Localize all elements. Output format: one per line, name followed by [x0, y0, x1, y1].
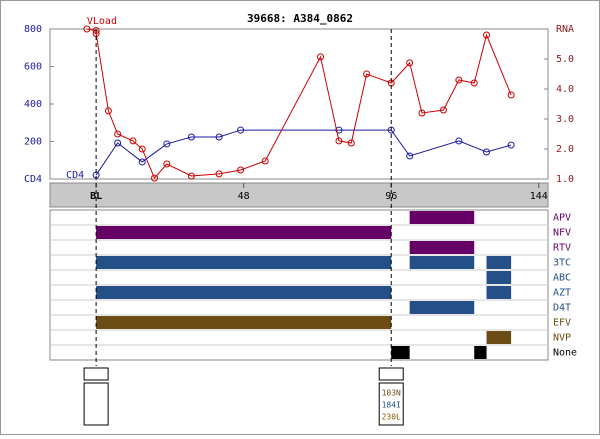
x-tick-label: 144 — [530, 191, 548, 202]
data-point — [187, 133, 195, 141]
data-point — [163, 160, 171, 168]
data-point — [261, 157, 269, 165]
series-line — [86, 28, 512, 180]
data-point — [163, 140, 171, 148]
drug-label: EFV — [553, 318, 571, 329]
drug-label: None — [553, 348, 577, 359]
chart-title: 39668: A384_0862 — [247, 12, 353, 25]
data-point — [406, 152, 414, 160]
data-point — [138, 158, 146, 166]
genotype-box — [378, 382, 404, 426]
data-point — [347, 139, 355, 147]
x-tick-label: 96 — [385, 191, 397, 202]
data-point — [129, 137, 137, 145]
data-point — [114, 139, 122, 147]
data-point — [418, 109, 426, 117]
drug-bar — [96, 286, 392, 299]
y2-tick-label: 3.0 — [556, 114, 574, 125]
plot-area — [49, 28, 549, 180]
drug-bar — [391, 346, 410, 359]
series-line — [95, 129, 512, 176]
drug-bar — [409, 241, 475, 254]
data-point — [455, 76, 463, 84]
y-axis-title: CD4 — [24, 174, 42, 185]
drug-bar — [486, 331, 512, 344]
drug-label: NVP — [553, 333, 571, 344]
data-point — [114, 130, 122, 138]
data-point — [187, 172, 195, 180]
y2-tick-label: 2.0 — [556, 144, 574, 155]
drug-label: AZT — [553, 288, 571, 299]
genotype-tab — [378, 367, 404, 381]
data-point — [507, 141, 515, 149]
drug-label: APV — [553, 213, 571, 224]
data-point — [439, 106, 447, 114]
drug-label: NFV — [553, 228, 571, 239]
data-point — [138, 145, 146, 153]
drug-bar — [409, 301, 475, 314]
x-axis-band — [49, 182, 549, 208]
data-point — [363, 70, 371, 78]
data-point — [83, 25, 91, 33]
mutation-label: 230L — [382, 413, 401, 422]
series-label: CD4 — [66, 170, 84, 181]
drug-label: 3TC — [553, 258, 571, 269]
mutation-label: 184I — [382, 401, 401, 410]
x-tick-label: 48 — [238, 191, 250, 202]
x-tick-label: BL — [90, 191, 102, 202]
drug-bar — [474, 346, 487, 359]
data-point — [151, 174, 159, 182]
data-point — [92, 27, 100, 34]
y-tick-label: 400 — [24, 99, 42, 110]
data-point — [507, 91, 515, 99]
data-point — [317, 53, 325, 61]
drug-bar — [486, 256, 512, 269]
drug-bar — [96, 316, 392, 329]
drug-bar — [409, 256, 475, 269]
y2-axis-title: RNA — [556, 24, 574, 35]
drug-bar — [486, 286, 512, 299]
data-point — [237, 126, 245, 134]
data-point — [335, 137, 343, 145]
data-point — [455, 137, 463, 145]
genotype-box — [83, 382, 109, 426]
y2-tick-label: 5.0 — [556, 54, 574, 65]
data-point — [406, 59, 414, 67]
data-point — [335, 126, 343, 134]
drug-label: RTV — [553, 243, 571, 254]
drug-bar — [409, 211, 475, 224]
drug-label: D4T — [553, 303, 571, 314]
drug-label: ABC — [553, 273, 571, 284]
data-point — [237, 166, 245, 174]
y-tick-label: 200 — [24, 137, 42, 148]
genotype-tab — [83, 367, 109, 381]
drug-bar — [96, 256, 392, 269]
data-point — [483, 31, 491, 39]
mutation-label: 103N — [382, 389, 401, 398]
drug-bar — [96, 226, 392, 239]
drug-bar — [486, 271, 512, 284]
data-point — [483, 148, 491, 156]
y-tick-label: 800 — [24, 24, 42, 35]
data-point — [215, 170, 223, 178]
series-label: VLoad — [87, 16, 117, 27]
data-point — [215, 133, 223, 141]
y2-tick-label: 4.0 — [556, 84, 574, 95]
data-point — [104, 107, 112, 115]
y-tick-label: 600 — [24, 62, 42, 73]
y2-tick-label: 1.0 — [556, 174, 574, 185]
data-point — [470, 79, 478, 87]
